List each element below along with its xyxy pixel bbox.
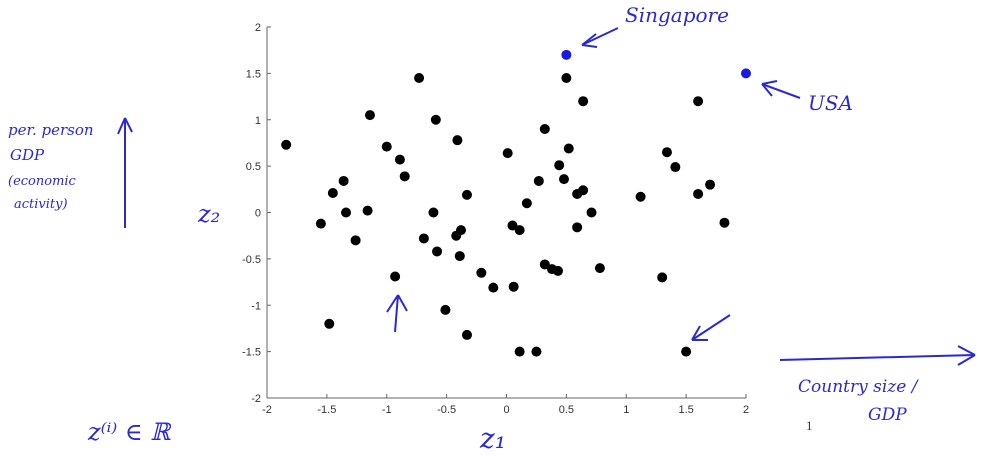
x-tick-label: 0.5 (559, 404, 574, 416)
data-point (390, 271, 401, 282)
data-point (578, 185, 589, 196)
highlighted-point-usa (741, 68, 751, 79)
usa-arrow (761, 80, 801, 99)
data-point (432, 246, 443, 257)
y-tick-label: -1 (251, 300, 261, 312)
x-tick-label: 0 (503, 404, 509, 416)
yaxis-note: (economic (8, 174, 77, 189)
data-point (558, 174, 569, 185)
data-point (661, 147, 672, 158)
zi-label: z⁽ⁱ⁾ ∈ ℝ (87, 418, 172, 446)
y-tick-label: -0.5 (242, 254, 261, 266)
xaxis-note: Country size / (798, 377, 920, 397)
data-point (572, 222, 583, 233)
data-point (362, 205, 373, 216)
xaxis-note: GDP (868, 405, 907, 425)
data-point (539, 259, 550, 270)
x-tick-label: 2 (743, 404, 749, 416)
highlighted-point-singapore (561, 49, 572, 60)
data-point (554, 160, 565, 171)
data-point (394, 154, 405, 165)
data-point (693, 188, 704, 199)
data-point (414, 73, 425, 84)
data-point (430, 114, 441, 125)
data-point (454, 251, 465, 262)
data-point (461, 189, 472, 200)
y-tick-label: 2 (255, 22, 261, 34)
data-point (461, 329, 472, 340)
singapore-arrow (581, 27, 619, 48)
data-point (719, 217, 730, 228)
data-point (324, 318, 335, 329)
data-point (507, 220, 518, 231)
y-tick-label: 0 (255, 208, 261, 220)
y-tick-label: 1.5 (246, 68, 261, 80)
data-point (338, 175, 349, 186)
y-tick-label: -1.5 (242, 347, 261, 359)
data-point (657, 272, 668, 283)
data-point (578, 96, 589, 107)
data-point (381, 141, 392, 152)
singapore-label: Singapore (625, 3, 729, 27)
data-point (350, 235, 361, 246)
data-point (552, 265, 563, 276)
usa-label: USA (808, 91, 853, 115)
data-point (563, 143, 574, 154)
x-tick-label: 1 (623, 404, 629, 416)
data-point (488, 282, 499, 293)
data-point (399, 171, 410, 182)
data-point (586, 207, 597, 218)
xaxis-arrow (779, 345, 976, 366)
data-point (514, 346, 525, 357)
data-point (561, 73, 572, 84)
data-point (693, 96, 704, 107)
y-tick-label: 1 (255, 115, 261, 127)
axes: -2 -1.5 -1 -0.5 0 0.5 1 1.5 2 -2 -1.5 -1 -0.5 0 0.5 1 1.… (242, 22, 749, 416)
data-point (440, 304, 451, 315)
x-tick-label: 1.5 (678, 404, 693, 416)
x-tick-label: -1 (382, 404, 392, 416)
x-tick-label: -2 (262, 404, 272, 416)
data-point (428, 207, 439, 218)
data-point (455, 225, 466, 236)
yaxis-note: activity) (14, 197, 68, 212)
x-tick-label: -1.5 (317, 404, 336, 416)
stray-text: 1 (806, 418, 813, 433)
point-arrow (386, 294, 408, 333)
data-point (531, 346, 542, 357)
data-point (670, 162, 681, 173)
yaxis-note: per. person (8, 121, 94, 139)
yaxis-arrow (117, 117, 133, 228)
points (281, 49, 751, 357)
data-point (502, 148, 513, 159)
data-point (476, 267, 487, 278)
y-tick-label: -2 (251, 393, 261, 405)
data-point (315, 218, 326, 229)
z2-label: z₂ (197, 200, 220, 228)
data-point (452, 135, 463, 146)
data-point (281, 139, 292, 150)
annotations: Singapore USA per. person GDP (economic … (8, 3, 976, 455)
data-point (681, 346, 692, 357)
data-point (327, 188, 338, 199)
x-tick-label: -0.5 (437, 404, 456, 416)
data-point (635, 191, 646, 202)
data-point (514, 225, 525, 236)
data-point (364, 110, 375, 121)
data-point (705, 179, 716, 190)
data-point (539, 124, 550, 135)
yaxis-note: GDP (10, 146, 45, 164)
data-point (341, 207, 352, 218)
data-point (533, 175, 544, 186)
data-point (521, 198, 532, 209)
point-arrow-2 (691, 314, 731, 341)
data-point (594, 263, 605, 274)
data-point (508, 281, 519, 292)
data-point (418, 233, 429, 244)
y-tick-label: 0.5 (246, 161, 261, 173)
z1-label: z₁ (479, 422, 506, 455)
